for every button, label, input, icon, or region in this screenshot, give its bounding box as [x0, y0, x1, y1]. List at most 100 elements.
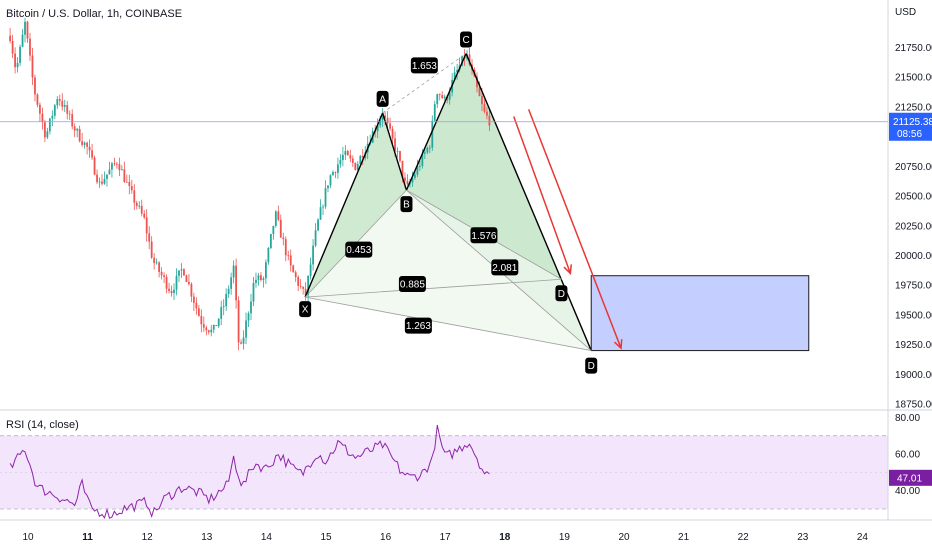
candle-body — [314, 230, 317, 246]
candle-body — [267, 248, 270, 263]
candle-body — [332, 172, 334, 176]
candle-body — [441, 95, 444, 99]
time-tick-label: 13 — [201, 532, 213, 543]
candle-body — [143, 213, 146, 218]
candle-body — [220, 307, 223, 319]
candle-body — [307, 276, 310, 296]
ratio-label: 2.081 — [492, 263, 517, 274]
rsi-axis[interactable]: 80.00 60.00 40.00 — [895, 413, 920, 497]
price-tick-label: 21250.00 — [895, 102, 932, 113]
candle-body — [91, 150, 93, 158]
time-tick-label: 24 — [857, 532, 869, 543]
candle-body — [354, 162, 357, 170]
time-axis[interactable]: 10 11 12 13 14 15 16 17 18 19 20 21 22 23 24 — [22, 532, 868, 543]
time-tick-label: 10 — [22, 532, 34, 543]
candle-body — [299, 285, 302, 287]
candle-body — [120, 169, 123, 171]
candle-body — [185, 275, 188, 282]
candle-body — [138, 205, 141, 207]
candle-body — [93, 157, 96, 175]
candle-body — [255, 279, 257, 283]
candle-body — [202, 324, 205, 328]
candle-body — [344, 151, 347, 155]
candle-body — [130, 186, 133, 191]
candle-body — [34, 77, 36, 95]
leg-xd2 — [305, 296, 592, 351]
rsi-tick-label: 40.00 — [895, 486, 920, 497]
candle-body — [399, 151, 401, 161]
candle-body — [488, 115, 491, 126]
candle-body — [317, 219, 319, 231]
price-axis[interactable]: USD 21750.0021500.0021250.0021000.002075… — [895, 7, 932, 411]
candle-body — [356, 163, 359, 170]
price-pane[interactable]: X A B C D D 0.453 1.653 1.576 2.081 0.885 1.263 — [0, 0, 888, 410]
candle-body — [68, 113, 71, 115]
candle-body — [279, 219, 282, 238]
down-arrow-head — [563, 264, 573, 275]
candle-body — [160, 271, 163, 276]
candle-body — [41, 113, 44, 123]
pattern-point-label: C — [462, 35, 469, 46]
ratio-label: 1.653 — [412, 61, 437, 72]
ratio-badge — [470, 227, 498, 244]
candle-body — [481, 95, 483, 105]
candle-body — [468, 54, 471, 65]
rsi-value-badge — [889, 469, 932, 486]
candle-body — [401, 160, 404, 178]
rsi-pane[interactable] — [0, 424, 888, 520]
candle-body — [83, 142, 86, 145]
candle-body — [386, 117, 389, 124]
price-tick-label: 21500.00 — [895, 73, 932, 84]
price-tick-label: 20750.00 — [895, 162, 932, 173]
candle-body — [210, 329, 213, 333]
candle-body — [327, 185, 329, 189]
rsi-tick-label: 60.00 — [895, 450, 920, 461]
candle-body — [250, 301, 252, 314]
price-axis-unit: USD — [895, 7, 916, 18]
pattern-point-label: B — [403, 200, 410, 211]
candle-body — [71, 114, 74, 127]
pattern-bcd-fill — [406, 53, 562, 280]
candle-body — [76, 128, 79, 131]
candle-body — [217, 318, 220, 327]
candle-body — [180, 269, 183, 271]
candle-body — [163, 275, 165, 277]
candle-body — [443, 96, 446, 99]
candle-body — [289, 255, 292, 266]
rsi-title[interactable]: RSI (14, close) — [6, 419, 79, 431]
candle-body — [118, 164, 121, 171]
candle-body — [240, 342, 242, 344]
candle-body — [140, 205, 143, 214]
down-arrow-head — [613, 339, 623, 350]
candle-body — [359, 155, 362, 164]
price-tick-label: 20250.00 — [895, 221, 932, 232]
ratio-badge — [404, 317, 432, 334]
down-arrow-shaft — [527, 109, 622, 349]
pattern-point-label: X — [302, 305, 309, 316]
candle-body — [158, 262, 161, 272]
candle-body — [14, 53, 16, 68]
candle-body — [292, 265, 295, 273]
time-tick-label: 22 — [738, 532, 750, 543]
candle-body — [426, 147, 429, 153]
time-tick-label: 11 — [82, 532, 93, 543]
target-zone-box — [590, 275, 810, 352]
candle-body — [46, 131, 49, 138]
candle-body — [406, 180, 409, 185]
candle-body — [36, 94, 39, 105]
pattern-point-badge — [299, 301, 312, 318]
candle-body — [433, 104, 436, 121]
candle-body — [287, 255, 290, 257]
candle-body — [230, 277, 233, 289]
time-tick-label: 18 — [499, 532, 511, 543]
pattern-point-label: D — [588, 361, 595, 372]
chart-title[interactable]: Bitcoin / U.S. Dollar, 1h, COINBASE — [6, 8, 183, 20]
candle-body — [294, 272, 297, 278]
candle-body — [396, 151, 399, 152]
leg-xd — [305, 278, 562, 298]
rsi-layer — [0, 424, 888, 520]
candle-body — [31, 55, 34, 78]
candle-body — [242, 337, 245, 344]
